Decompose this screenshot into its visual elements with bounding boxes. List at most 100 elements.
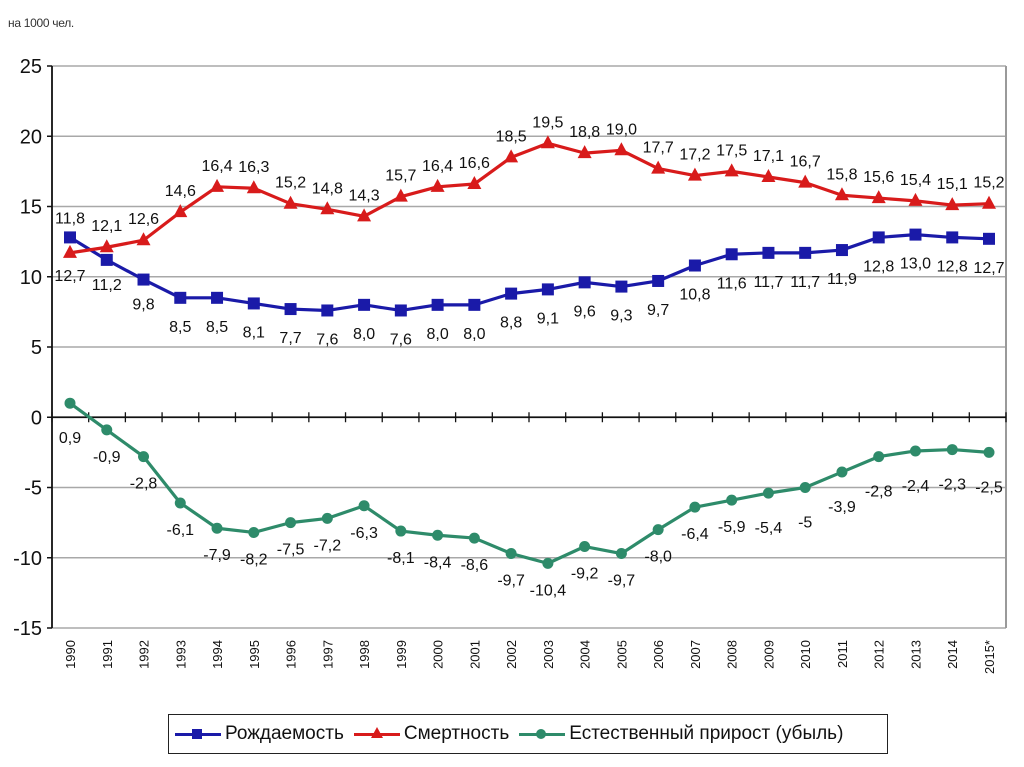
data-label: 7,6 — [390, 331, 412, 348]
data-point-growth — [873, 451, 885, 463]
data-point-death — [63, 244, 77, 258]
data-label: 17,1 — [753, 148, 784, 165]
data-label: 15,4 — [900, 172, 931, 189]
data-point-birth — [983, 232, 995, 245]
data-label: 12,6 — [128, 211, 159, 228]
data-labels: 11,8 11,2 9,8 8,5 8,5 8,1 7,7 7,6 8,0 7,6 8,0 8,0 8,… — [54, 114, 1004, 599]
data-point-death — [982, 195, 996, 209]
x-tick-label: 1995 — [247, 640, 262, 669]
data-label: 8,0 — [426, 326, 448, 343]
y-tick-label: 15 — [20, 197, 42, 219]
data-point-birth — [211, 291, 224, 304]
data-label: 12,7 — [973, 260, 1004, 277]
y-tick-label: 10 — [20, 267, 42, 289]
data-label: -9,7 — [497, 573, 525, 590]
data-label: 7,7 — [279, 330, 301, 347]
data-label: 9,3 — [610, 308, 632, 325]
data-label: -7,5 — [277, 542, 305, 559]
x-tick-label: 2005 — [614, 640, 629, 669]
data-label: -9,2 — [571, 566, 599, 583]
data-point-birth — [578, 276, 591, 289]
data-label: 11,9 — [827, 271, 857, 288]
x-tick-label: 1999 — [394, 640, 409, 669]
data-label: -2,3 — [938, 477, 966, 494]
data-label: 17,7 — [643, 140, 674, 157]
data-label: 11,7 — [790, 274, 820, 291]
data-point-death — [467, 176, 482, 190]
data-point-birth — [468, 298, 481, 311]
data-point-death — [687, 167, 702, 181]
data-label: -7,2 — [314, 537, 342, 554]
data-label: 8,8 — [500, 315, 522, 332]
x-tick-label: 1993 — [173, 640, 188, 669]
x-tick-label: 2007 — [688, 640, 703, 669]
y-tick-label: -10 — [13, 548, 42, 570]
square-marker-icon — [175, 727, 221, 741]
series-line-2 — [69, 401, 990, 565]
series-line-1 — [69, 141, 990, 255]
data-point-death — [798, 174, 813, 188]
legend-item-death-rate: Смертность — [353, 723, 510, 745]
data-label: -9,7 — [608, 573, 636, 590]
data-point-birth — [872, 231, 885, 244]
data-point-birth — [688, 259, 701, 272]
data-label: 8,0 — [353, 326, 375, 343]
y-tick-label: 20 — [20, 126, 42, 148]
data-label: -5,9 — [718, 519, 746, 536]
data-point-birth — [615, 280, 628, 293]
data-point-birth — [321, 304, 334, 317]
unit-label: на 1000 чел. — [8, 16, 74, 30]
data-label: 16,7 — [790, 154, 821, 171]
data-label: 11,6 — [717, 275, 747, 292]
data-point-growth — [652, 524, 664, 536]
data-point-growth — [836, 466, 848, 478]
data-label: 15,6 — [863, 169, 894, 186]
data-point-birth — [762, 246, 775, 259]
data-label: 7,6 — [316, 331, 338, 348]
y-tick-label: -15 — [13, 618, 42, 640]
circle-marker-icon — [519, 727, 566, 741]
data-point-growth — [983, 446, 995, 458]
data-point-growth — [285, 517, 297, 529]
data-point-death — [577, 145, 592, 159]
data-label: 10,8 — [679, 287, 710, 304]
data-point-death — [945, 197, 960, 211]
data-label: 18,8 — [569, 124, 600, 141]
data-label: 12,7 — [54, 268, 85, 285]
data-label: -2,8 — [865, 484, 893, 501]
y-tick-labels: 25 20 15 10 5 0 -5 -10 -15 — [13, 56, 42, 640]
data-point-death — [724, 163, 739, 177]
data-point-death — [430, 178, 445, 192]
legend-label: Естественный прирост (убыль) — [569, 723, 844, 744]
series-line-0 — [69, 233, 990, 313]
legend-label: Смертность — [403, 723, 510, 744]
x-tick-label: 1990 — [63, 640, 78, 669]
x-tick-label: 2014 — [945, 640, 960, 669]
data-label: 12,8 — [863, 258, 894, 275]
data-label: 11,7 — [753, 274, 783, 291]
data-label: -5,4 — [755, 520, 783, 537]
data-label: 16,4 — [422, 158, 453, 175]
data-label: 14,6 — [165, 183, 196, 200]
data-point-death — [99, 239, 114, 253]
data-point-growth — [542, 557, 554, 569]
data-label: 8,5 — [206, 319, 228, 336]
x-tick-label: 2002 — [504, 640, 519, 669]
x-tick-label: 1998 — [357, 640, 372, 669]
data-label: 14,8 — [312, 180, 343, 197]
data-point-growth — [615, 548, 627, 560]
x-tick-label: 2000 — [431, 640, 446, 669]
data-point-death — [761, 168, 776, 182]
data-label: -2,5 — [975, 479, 1003, 496]
data-label: 9,1 — [537, 310, 559, 327]
x-tick-label: 1994 — [210, 640, 225, 669]
y-tick-label: 25 — [20, 56, 42, 78]
data-point-birth — [137, 273, 150, 286]
data-label: 11,8 — [55, 210, 85, 227]
data-label: -8,2 — [240, 551, 268, 568]
x-tick-label: 2008 — [725, 640, 740, 669]
data-label: 16,4 — [201, 158, 232, 175]
data-label: -8,0 — [644, 549, 672, 566]
legend-item-natural-growth: Естественный прирост (убыль) — [519, 723, 843, 745]
data-point-growth — [248, 526, 260, 538]
